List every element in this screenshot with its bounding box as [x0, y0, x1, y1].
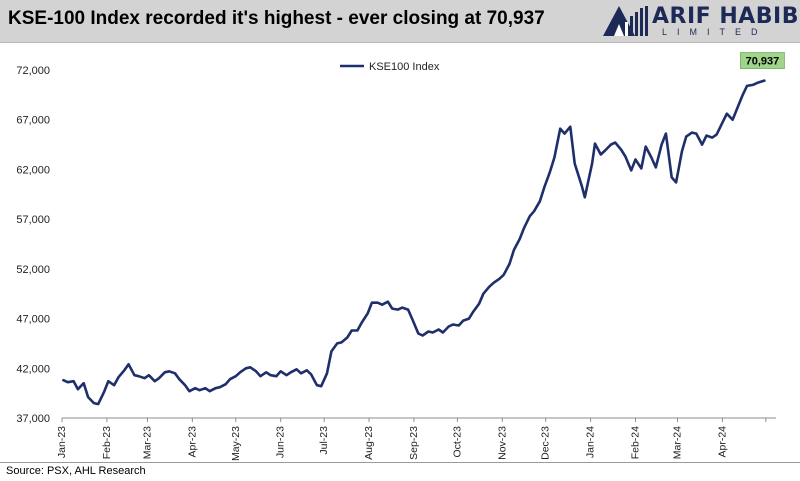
y-tick-label: 52,000: [16, 264, 50, 276]
footer-bar: Source: PSX, AHL Research: [0, 462, 800, 481]
x-tick-label: Nov-23: [496, 426, 508, 460]
callout-box: [740, 52, 785, 69]
x-tick-label: Apr-23: [186, 426, 198, 458]
logo-name: ARIF HABIB: [652, 4, 800, 29]
x-tick-label: Mar-24: [672, 426, 684, 459]
y-tick-label: 72,000: [16, 65, 50, 77]
x-tick-label: Jul-23: [318, 426, 330, 455]
y-tick-label: 57,000: [16, 214, 50, 226]
x-tick-label: Aug-23: [363, 426, 375, 460]
callout-layer: 70,937: [740, 52, 785, 69]
y-tick-label: 62,000: [16, 164, 50, 176]
x-tick-label: Apr-24: [716, 426, 728, 458]
x-axis: Jan-23 Feb-23 Mar-23 Apr-23 May-23 Jun-23 Jul-…: [56, 417, 776, 461]
y-tick-label: 47,000: [16, 314, 50, 326]
arif-habib-logo: ARIF HABIB LIMITED: [600, 4, 800, 38]
y-tick-label: 67,000: [16, 115, 50, 127]
source-note: Source: PSX, AHL Research: [6, 465, 146, 477]
x-tick-label: Feb-23: [101, 426, 113, 459]
series-layer: [62, 79, 766, 406]
x-tick-label: May-23: [230, 426, 242, 461]
y-tick-label: 37,000: [16, 413, 50, 425]
x-tick-label: Jan-24: [585, 426, 597, 458]
line-chart: 37,000 42,000 47,000 52,000 57,000 62,000 67,0…: [16, 52, 785, 461]
x-tick-label: Feb-24: [630, 426, 642, 459]
logo-subtitle: LIMITED: [662, 27, 768, 37]
header-bar: KSE-100 Index recorded it's highest - ev…: [0, 0, 800, 43]
chart-title: KSE-100 Index recorded it's highest - ev…: [8, 8, 545, 29]
callout-value: 70,937: [746, 56, 780, 68]
x-tick-label: Dec-23: [540, 426, 552, 460]
x-tick-label: Mar-23: [141, 426, 153, 459]
x-tick-label: Jan-23: [56, 426, 68, 458]
legend-label: KSE100 Index: [369, 61, 440, 73]
series-line-kse100: [62, 79, 766, 406]
legend: KSE100 Index: [340, 61, 440, 73]
x-tick-label: Oct-23: [451, 426, 463, 458]
logo-mark-icon: [603, 6, 648, 36]
y-tick-label: 42,000: [16, 363, 50, 375]
y-axis-labels: 37,000 42,000 47,000 52,000 57,000 62,000 67,0…: [16, 65, 50, 425]
x-tick-label: Sep-23: [408, 426, 420, 460]
x-tick-label: Jun-23: [275, 426, 287, 458]
chart-area: 37,000 42,000 47,000 52,000 57,000 62,000 67,0…: [0, 42, 800, 462]
